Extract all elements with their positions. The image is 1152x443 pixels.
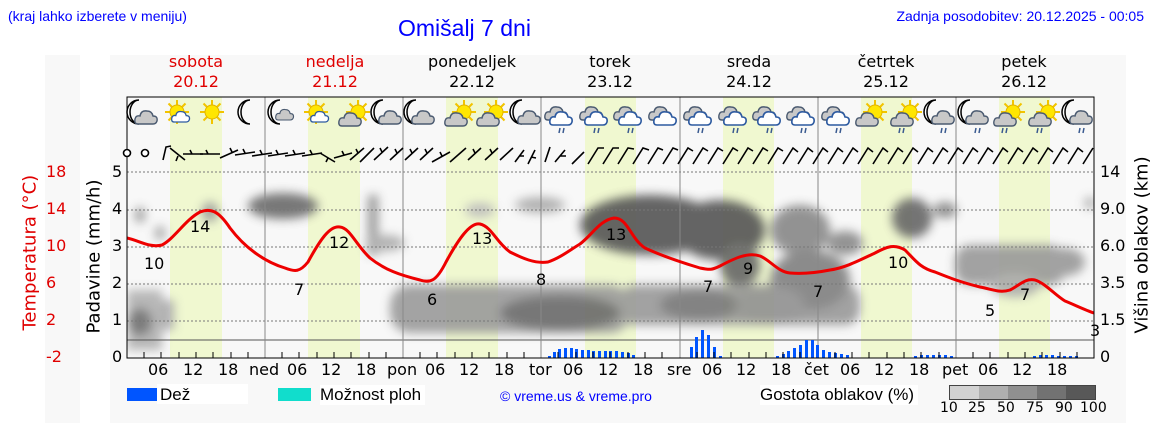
density-tick: 10 [940,400,958,416]
temp-label: 10 [144,254,164,273]
x-tick-label: 18 [1047,360,1068,379]
temp-tick: 18 [46,162,67,181]
precip-tick: 2 [112,273,123,292]
temp-axis-panel [45,55,80,423]
precip-tick: 3 [112,236,123,255]
rain-legend-bg [157,384,248,404]
cloud-tick: 9.0 [1100,199,1126,218]
cloud-density-scale [949,385,1096,400]
x-tick-label: 06 [702,360,723,379]
temp-label: 9 [743,259,753,278]
x-tick-label: 06 [425,360,446,379]
x-tick-label: 18 [633,360,654,379]
day-header-6: petek 26.12 [1001,52,1047,91]
density-tick: 25 [968,400,986,416]
density-tick: 90 [1055,400,1073,416]
x-tick-label: 06 [287,360,308,379]
page-title: Omišalj 7 dni [398,15,531,41]
temp-tick: 6 [46,273,57,292]
day-header-3: torek 23.12 [587,52,633,91]
x-tick-label: 06 [978,360,999,379]
day-dividers [264,97,957,358]
day-header-0: sobota 20.12 [168,52,224,91]
temp-tick: -2 [46,347,62,366]
temp-tick: 14 [46,199,67,218]
day-header-5: četrtek 25.12 [857,52,915,91]
density-tick: 50 [997,400,1015,416]
x-tick-label: 18 [356,360,377,379]
density-swatch-10 [950,386,979,399]
x-tick-label: 06 [840,360,861,379]
temp-label: 5 [985,301,995,320]
temp-label: 7 [294,280,304,299]
temp-label: 7 [703,277,713,296]
density-swatch-25 [979,386,1008,399]
day-header-2: ponedeljek 22.12 [428,52,516,91]
temp-label: 3 [1090,321,1100,340]
density-swatch-50 [1008,386,1037,399]
cloud-tick: 6.0 [1100,236,1126,255]
x-tick-label: 06 [563,360,584,379]
temp-label: 7 [813,282,823,301]
x-tick-label: sre [667,360,692,379]
density-swatch-90 [1066,386,1095,399]
cloud-tick: 3.5 [1100,273,1126,292]
x-tick-label: 18 [218,360,239,379]
temp-label: 6 [427,290,437,309]
temp-label: 7 [1020,285,1030,304]
region-hint-link[interactable]: (kraj lahko izberete v meniju) [8,8,187,24]
temp-label: 13 [606,225,626,244]
x-tick-label: 12 [736,360,757,379]
rain-legend-label: Dež [160,385,191,404]
density-swatch-75 [1037,386,1066,399]
day-header-1: nedelja 21.12 [305,52,365,91]
density-tick: 75 [1026,400,1044,416]
x-tick-label: 18 [494,360,515,379]
x-tick-label: 12 [874,360,895,379]
precip-tick: 4 [112,199,123,218]
cloud-tick: 0 [1100,347,1111,366]
cloud-tick: 14 [1100,162,1121,181]
cloud-density-field [127,193,1094,350]
x-tick-label: 12 [598,360,619,379]
temp-label: 14 [190,217,210,236]
x-tick-label: pet [942,360,969,379]
temp-tick: 2 [46,310,57,329]
x-tick-label: 18 [909,360,930,379]
temp-label: 13 [472,229,492,248]
x-tick-label: 12 [459,360,480,379]
precip-tick: 0 [112,347,123,366]
x-tick-label: pon [387,360,418,379]
density-tick: 100 [1080,400,1107,416]
showers-legend-swatch [278,388,311,401]
precip-tick: 1 [112,310,123,329]
x-tick-label: 12 [1012,360,1033,379]
temp-label: 10 [888,253,908,272]
temp-label: 8 [536,270,546,289]
last-update-text: Zadnja posodobitev: 20.12.2025 - 00:05 [896,8,1144,24]
x-tick-label: 06 [148,360,169,379]
temp-tick: 10 [46,236,67,255]
temp-label: 12 [329,233,349,252]
x-tick-label: čet [804,360,829,379]
sun-icon [199,99,225,125]
x-ticks [143,352,1078,358]
gridlines [127,171,1094,322]
copyright-link[interactable]: © vreme.us & vreme.pro [500,388,652,404]
x-tick-label: 12 [321,360,342,379]
showers-legend-label: Možnost ploh [320,385,426,405]
day-header-4: sreda 24.12 [726,52,772,91]
x-tick-label: tor [529,360,552,379]
x-tick-label: 18 [771,360,792,379]
temperature-line [126,208,1095,315]
temperature-labels: 10 14 7 12 6 13 8 13 7 9 7 10 5 7 3 [144,217,1100,340]
precip-tick: 5 [112,162,123,181]
cloud-density-label: Gostota oblakov (%) [760,385,919,405]
wind-barbs [122,145,1094,165]
cloud-tick: 1.5 [1100,310,1126,329]
x-tick-label: ned [249,360,280,379]
x-tick-label: 12 [183,360,204,379]
